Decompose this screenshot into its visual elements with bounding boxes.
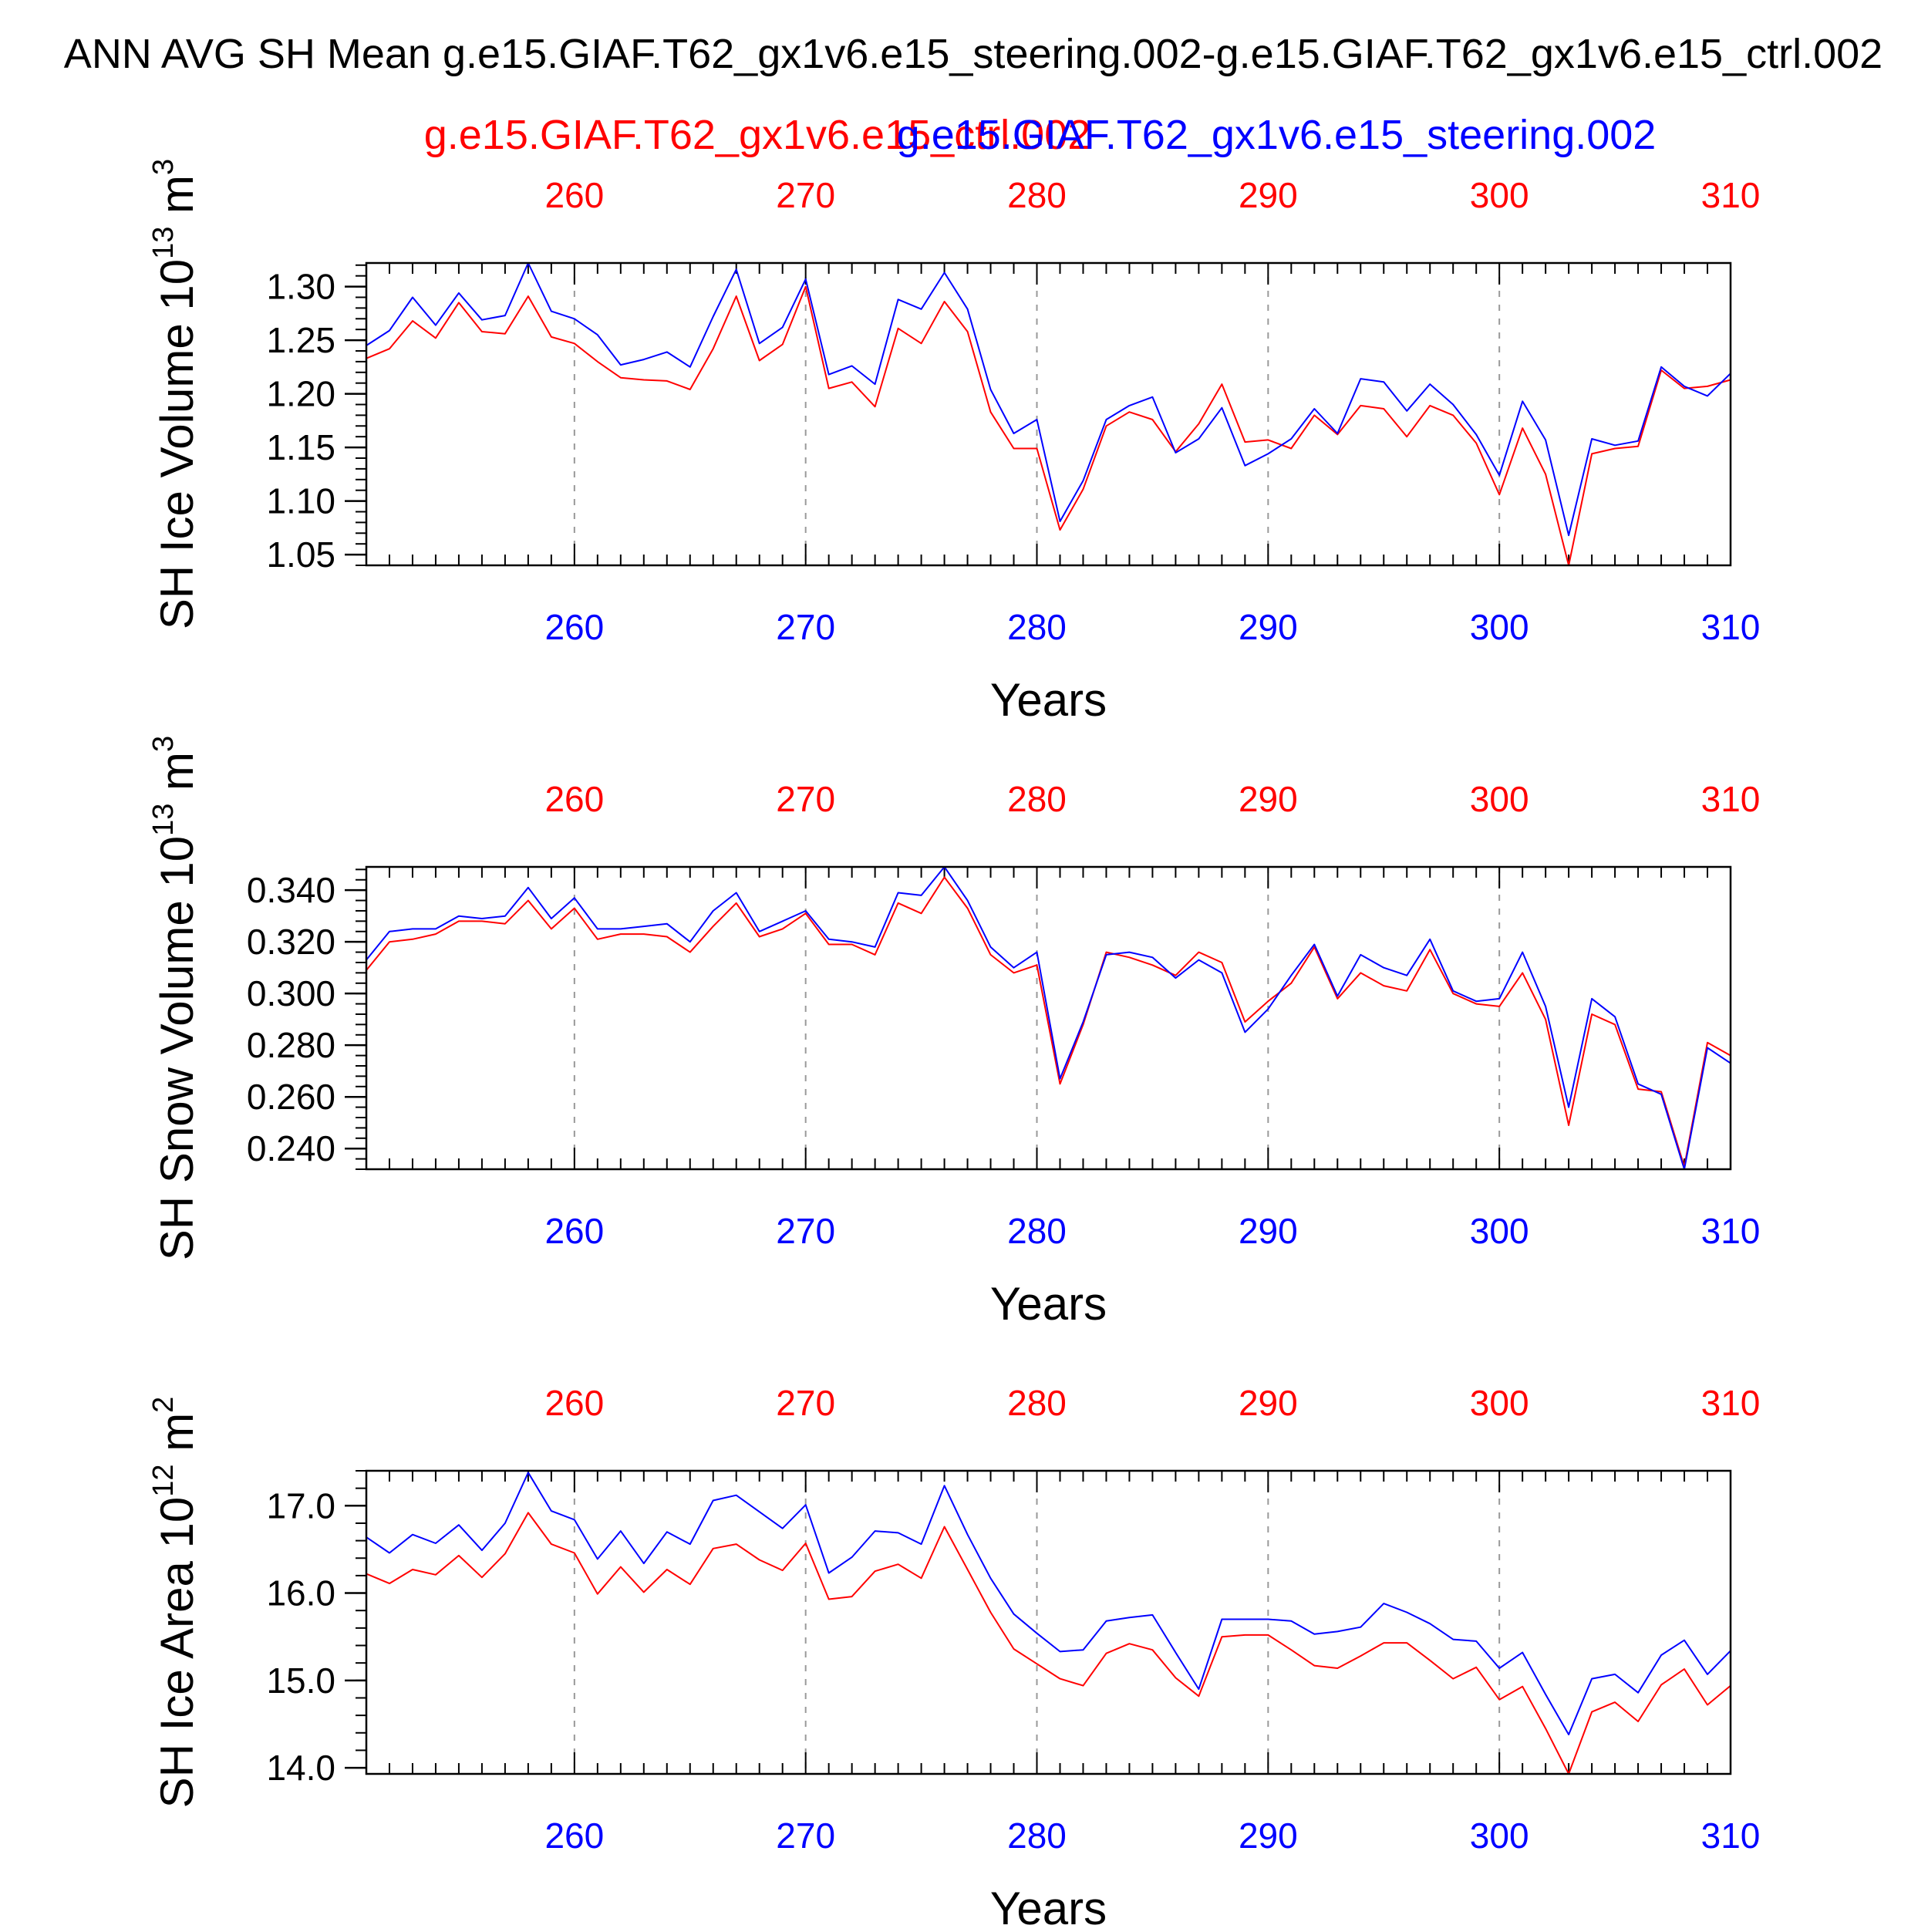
y-tick-label: 1.05 <box>266 534 335 575</box>
y-axis-title: SH Ice Volume 1013 m3 <box>147 159 203 629</box>
legend-ctrl-label: g.e15.GIAF.T62_gx1v6.e15_ctrl.002 <box>424 112 1091 158</box>
x-tick-label-bottom: 260 <box>544 607 604 647</box>
x-tick-label-top: 300 <box>1470 779 1529 819</box>
x-tick-label-bottom: 300 <box>1470 607 1529 647</box>
x-tick-label-bottom: 290 <box>1239 1211 1298 1251</box>
x-tick-label-top: 300 <box>1470 175 1529 215</box>
x-tick-label-top: 260 <box>544 779 604 819</box>
x-tick-label-bottom: 270 <box>776 1816 835 1856</box>
series-line-ctrl <box>366 1512 1731 1775</box>
x-tick-label-top: 270 <box>776 779 835 819</box>
legend-steering-label: g.e15.GIAF.T62_gx1v6.e15_steering.002 <box>897 112 1657 158</box>
y-tick-label: 17.0 <box>266 1485 335 1526</box>
x-tick-label-top: 310 <box>1701 1383 1761 1423</box>
panels-group: 1.05 1.10 1.15 1.20 1.25 1.30 260 260 270 270 280 2… <box>147 159 1761 1932</box>
x-tick-label-bottom: 310 <box>1701 607 1761 647</box>
x-tick-label-bottom: 270 <box>776 1211 835 1251</box>
x-tick-label-top: 310 <box>1701 175 1761 215</box>
y-axis-title: SH Ice Area 1012 m2 <box>147 1397 203 1809</box>
x-tick-label-top: 280 <box>1007 779 1067 819</box>
chart-title: ANN AVG SH Mean g.e15.GIAF.T62_gx1v6.e15… <box>64 31 1882 77</box>
x-tick-label-top: 280 <box>1007 1383 1067 1423</box>
x-tick-label-bottom: 280 <box>1007 1816 1067 1856</box>
x-tick-label-bottom: 310 <box>1701 1211 1761 1251</box>
y-tick-label: 1.15 <box>266 427 335 467</box>
x-tick-label-bottom: 290 <box>1239 607 1298 647</box>
x-tick-label-bottom: 260 <box>544 1816 604 1856</box>
x-tick-label-top: 270 <box>776 1383 835 1423</box>
x-tick-label-top: 270 <box>776 175 835 215</box>
y-tick-label: 14.0 <box>266 1748 335 1788</box>
y-tick-label: 0.240 <box>247 1128 335 1168</box>
x-tick-label-top: 260 <box>544 175 604 215</box>
x-axis-title: Years <box>990 1883 1107 1928</box>
y-tick-label: 16.0 <box>266 1573 335 1613</box>
series-line-ctrl <box>366 285 1731 566</box>
x-tick-label-top: 290 <box>1239 175 1298 215</box>
y-tick-label: 0.280 <box>247 1025 335 1065</box>
series-line-steer <box>366 1472 1731 1735</box>
x-tick-label-bottom: 280 <box>1007 607 1067 647</box>
x-tick-label-top: 290 <box>1239 1383 1298 1423</box>
x-tick-label-bottom: 260 <box>544 1211 604 1251</box>
x-tick-label-top: 290 <box>1239 779 1298 819</box>
y-tick-label: 0.320 <box>247 922 335 962</box>
x-tick-label-top: 280 <box>1007 175 1067 215</box>
y-tick-label: 1.25 <box>266 320 335 360</box>
plot-frame <box>365 1469 1732 1775</box>
y-axis-title: SH Snow Volume 1013 m3 <box>147 736 203 1260</box>
y-tick-label: 0.260 <box>247 1077 335 1117</box>
plot-frame <box>365 865 1732 1171</box>
plot-frame <box>365 261 1732 567</box>
x-tick-label-top: 300 <box>1470 1383 1529 1423</box>
y-tick-label: 1.10 <box>266 481 335 521</box>
y-tick-label: 0.340 <box>247 870 335 910</box>
x-axis-title: Years <box>990 1278 1107 1330</box>
y-tick-label: 15.0 <box>266 1661 335 1701</box>
panel-1: 1.05 1.10 1.15 1.20 1.25 1.30 260 260 270 270 280 2… <box>147 159 1760 726</box>
y-tick-label: 0.300 <box>247 973 335 1013</box>
y-tick-label: 1.20 <box>266 374 335 414</box>
y-tick-label: 1.30 <box>266 267 335 307</box>
x-tick-label-bottom: 280 <box>1007 1211 1067 1251</box>
panel-2: 0.240 0.260 0.280 0.300 0.320 0.340 260 260 270 2… <box>147 736 1760 1330</box>
series-line-ctrl <box>366 876 1731 1168</box>
x-tick-label-bottom: 300 <box>1470 1816 1529 1856</box>
x-tick-label-bottom: 290 <box>1239 1816 1298 1856</box>
series-line-steer <box>366 866 1731 1170</box>
series-line-steer <box>366 262 1731 537</box>
x-axis-title: Years <box>990 674 1107 726</box>
panel-3: 14.0 15.0 16.0 17.0 260 260 270 270 280 280 290 290… <box>147 1383 1761 1932</box>
x-tick-label-top: 260 <box>544 1383 604 1423</box>
x-tick-label-top: 310 <box>1701 779 1761 819</box>
x-tick-label-bottom: 310 <box>1701 1816 1761 1856</box>
x-tick-label-bottom: 300 <box>1470 1211 1529 1251</box>
x-tick-label-bottom: 270 <box>776 607 835 647</box>
